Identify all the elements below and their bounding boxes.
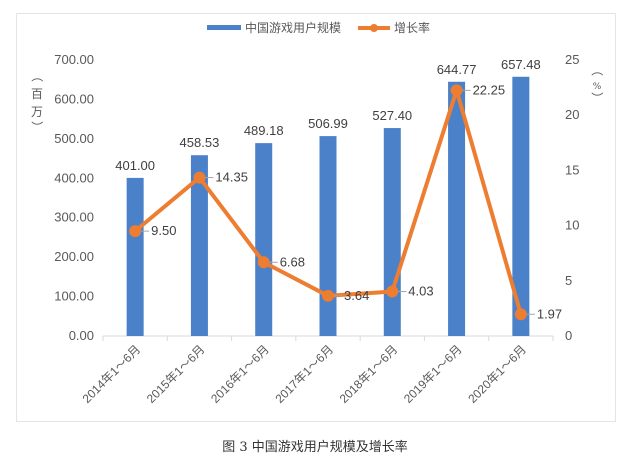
y-left-tick: 600.00 (54, 91, 94, 106)
growth-point[interactable] (257, 256, 270, 269)
y-left-tick: 200.00 (54, 249, 94, 264)
chart-frame (16, 13, 616, 422)
bar[interactable] (319, 136, 337, 336)
y-right-unit: % (593, 82, 602, 92)
x-category-label: 2017年1～6月 (272, 342, 336, 406)
growth-point[interactable] (129, 225, 142, 238)
y-right-tick: 10 (565, 218, 579, 233)
y-left-unit: 百 (31, 87, 43, 101)
bar[interactable] (512, 76, 530, 337)
bar[interactable] (126, 177, 144, 336)
x-category-label: 2018年1～6月 (337, 342, 401, 406)
growth-point[interactable] (193, 171, 206, 184)
bar-value-label: 458.53 (180, 135, 220, 150)
y-right-tick: 25 (565, 52, 579, 67)
growth-value-label: 14.35 (215, 170, 248, 185)
bar[interactable] (190, 155, 208, 336)
bar[interactable] (448, 81, 466, 336)
legend-bar-swatch-icon (207, 25, 241, 30)
bar-value-label: 644.77 (437, 62, 477, 77)
bar-value-label: 506.99 (308, 116, 348, 131)
y-left-tick: 700.00 (54, 52, 94, 67)
y-left-unit-open: （ (30, 70, 44, 82)
x-category-label: 2016年1～6月 (208, 342, 272, 406)
bar-value-label: 657.48 (501, 57, 541, 72)
y-right-unit-close: ） (590, 92, 604, 104)
y-left-tick: 300.00 (54, 210, 94, 225)
growth-value-label: 4.03 (408, 284, 433, 299)
legend-line-label: 增长率 (394, 20, 430, 35)
x-category-label: 2020年1～6月 (465, 342, 529, 406)
y-right-tick: 20 (565, 107, 579, 122)
y-left-tick: 500.00 (54, 131, 94, 146)
growth-point[interactable] (386, 285, 399, 298)
y-right-tick: 5 (565, 273, 572, 288)
legend-bar-label: 中国游戏用户规模 (245, 20, 341, 35)
growth-value-label: 3.64 (344, 288, 369, 303)
y-right-tick: 0 (565, 328, 572, 343)
bar-value-label: 489.18 (244, 123, 284, 138)
y-left-unit-close: ） (30, 121, 44, 133)
y-left-tick: 400.00 (54, 170, 94, 185)
y-left-unit: 万 (31, 105, 43, 119)
legend-line-marker-icon (370, 24, 378, 32)
growth-point[interactable] (450, 84, 463, 97)
y-left-tick: 0.00 (69, 328, 94, 343)
y-right-tick: 15 (565, 162, 579, 177)
bar[interactable] (383, 128, 401, 336)
bar[interactable] (255, 143, 273, 336)
growth-point[interactable] (322, 289, 334, 302)
growth-point[interactable] (514, 308, 527, 321)
y-right-unit-open: （ (590, 64, 604, 76)
figure-caption: 图 3 中国游戏用户规模及增长率 (222, 440, 408, 455)
bar-value-label: 401.00 (115, 158, 155, 173)
y-left-tick: 100.00 (54, 289, 94, 304)
x-category-label: 2019年1～6月 (401, 342, 465, 406)
growth-value-label: 9.50 (151, 223, 176, 238)
x-category-label: 2015年1～6月 (144, 342, 208, 406)
growth-value-label: 22.25 (473, 82, 506, 97)
x-category-label: 2014年1～6月 (80, 342, 144, 406)
bar-value-label: 527.40 (372, 108, 412, 123)
combo-chart: 0.00 100.00 200.00 300.00 400.00 500.00 600.00… (30, 20, 604, 406)
growth-value-label: 1.97 (537, 306, 562, 321)
growth-value-label: 6.68 (280, 254, 305, 269)
